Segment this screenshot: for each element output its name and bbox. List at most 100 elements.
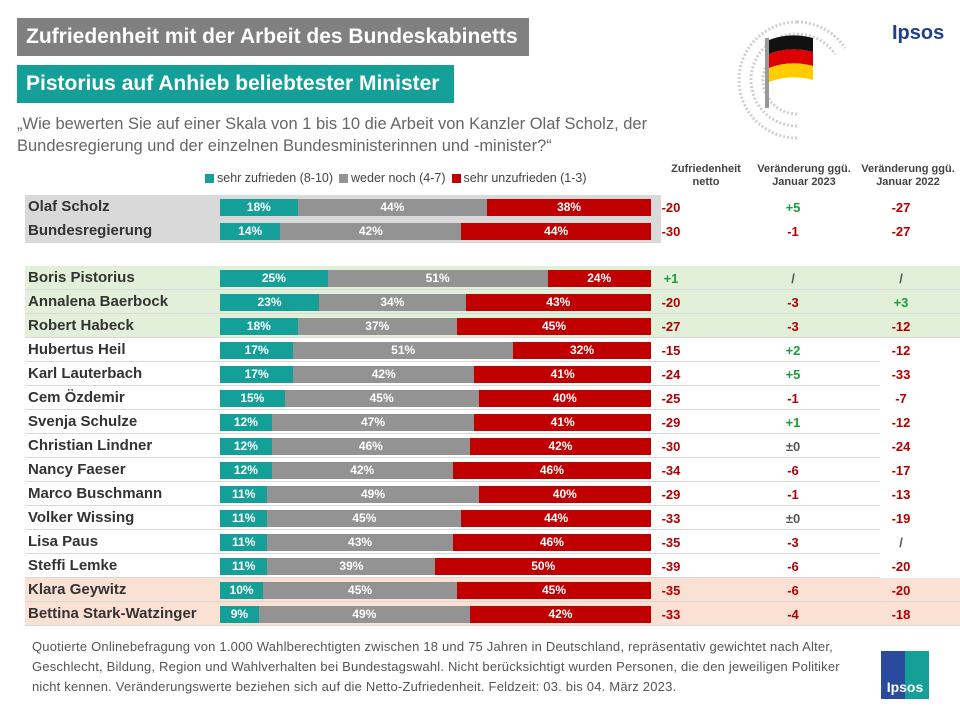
bar-segment-neutral: 45% xyxy=(267,510,462,527)
value-jan2023: / xyxy=(791,271,795,286)
table-row: Lisa Paus 11% 43% 46% -35 -3 / xyxy=(25,530,903,554)
value-jan2023: +1 xyxy=(785,415,801,430)
bar-segment-satisfied: 18% xyxy=(220,199,298,216)
table-row: Bettina Stark-Watzinger 9% 49% 42% -33 -4 -18 xyxy=(25,602,960,626)
row-label: Olaf Scholz xyxy=(28,198,110,215)
bar-segment-neutral: 39% xyxy=(267,558,436,575)
value-jan2023: -1 xyxy=(787,224,799,239)
row-label: Cem Özdemir xyxy=(28,389,125,406)
stacked-bar: 11% 39% 50% xyxy=(220,558,651,575)
row-label: Klara Geywitz xyxy=(28,581,127,598)
row-label: Bettina Stark-Watzinger xyxy=(28,605,197,622)
table-row: Bundesregierung 14% 42% 44% -30 -1 -27 xyxy=(25,219,910,243)
bar-segment-dissatisfied: 50% xyxy=(435,558,651,575)
value-netto: -35 xyxy=(661,583,681,598)
value-jan2023: +5 xyxy=(785,367,801,382)
value-jan2022: +3 xyxy=(893,295,909,310)
value-jan2022: / xyxy=(899,535,903,550)
value-netto: -15 xyxy=(661,343,681,358)
bar-segment-neutral: 49% xyxy=(267,486,479,503)
value-jan2023: -1 xyxy=(787,487,799,502)
row-label: Svenja Schulze xyxy=(28,413,138,430)
bar-segment-satisfied: 17% xyxy=(220,342,294,359)
value-jan2023: -6 xyxy=(787,583,799,598)
stacked-bar: 14% 42% 44% xyxy=(220,223,651,240)
row-label: Robert Habeck xyxy=(28,317,134,334)
value-jan2023: -4 xyxy=(787,607,799,622)
subtitle: Pistorius auf Anhieb beliebtester Minist… xyxy=(17,65,454,103)
bar-segment-dissatisfied: 40% xyxy=(478,390,651,407)
table-row: Robert Habeck 18% 37% 45% -27 -3 -12 xyxy=(25,314,960,338)
stacked-bar: 17% 42% 41% xyxy=(220,366,651,383)
bar-segment-satisfied: 11% xyxy=(220,510,268,527)
stacked-bar: 12% 47% 41% xyxy=(220,414,651,431)
value-netto: -24 xyxy=(661,367,681,382)
row-label: Christian Lindner xyxy=(28,437,153,454)
bar-segment-neutral: 44% xyxy=(297,199,488,216)
stacked-bar: 18% 37% 45% xyxy=(220,318,651,335)
bar-segment-satisfied: 11% xyxy=(220,558,268,575)
stacked-bar: 9% 49% 42% xyxy=(220,606,651,623)
bar-segment-dissatisfied: 41% xyxy=(474,414,651,431)
bar-segment-dissatisfied: 45% xyxy=(457,318,651,335)
bundestag-flag-icon xyxy=(737,20,847,140)
value-netto: -39 xyxy=(661,559,681,574)
table-row: Svenja Schulze 12% 47% 41% -29 +1 -12 xyxy=(25,410,910,434)
row-label: Lisa Paus xyxy=(28,533,99,550)
footnote: Quotierte Onlinebefragung von 1.000 Wahl… xyxy=(32,639,840,694)
bar-segment-neutral: 34% xyxy=(319,294,466,311)
stacked-bar: 12% 46% 42% xyxy=(220,438,651,455)
value-netto: -30 xyxy=(661,439,681,454)
table-row: Boris Pistorius 25% 51% 24% +1 / / xyxy=(25,266,960,290)
stacked-bar: 17% 51% 32% xyxy=(220,342,651,359)
bar-segment-satisfied: 14% xyxy=(220,223,281,240)
bar-segment-dissatisfied: 40% xyxy=(478,486,651,503)
value-jan2023: -1 xyxy=(787,391,799,406)
row-label: Bundesregierung xyxy=(28,222,153,239)
value-jan2023: -3 xyxy=(787,535,799,550)
bar-segment-satisfied: 25% xyxy=(220,270,328,287)
table-row: Steffi Lemke 11% 39% 50% -39 -6 -20 xyxy=(25,554,910,578)
value-jan2023: +5 xyxy=(785,200,801,215)
brand-name: Ipsos xyxy=(892,22,945,44)
value-jan2022: -12 xyxy=(891,415,911,430)
value-jan2023: -6 xyxy=(787,559,799,574)
value-jan2022: -12 xyxy=(891,319,911,334)
bar-segment-satisfied: 10% xyxy=(220,582,264,599)
value-jan2022: -17 xyxy=(891,463,911,478)
bar-segment-satisfied: 12% xyxy=(220,438,272,455)
bar-segment-dissatisfied: 24% xyxy=(547,270,651,287)
legend-item-neutral: weder noch (4-7) xyxy=(339,171,446,185)
value-jan2022: -27 xyxy=(891,200,911,215)
bar-segment-satisfied: 17% xyxy=(220,366,294,383)
table-row: Olaf Scholz 18% 44% 38% -20 +5 -27 xyxy=(25,195,910,219)
value-netto: -20 xyxy=(661,295,681,310)
value-netto: -33 xyxy=(661,511,681,526)
column-header-jan2023: Veränderung ggü. Januar 2023 xyxy=(757,163,851,188)
value-jan2022: -19 xyxy=(891,511,911,526)
value-netto: -20 xyxy=(661,200,681,215)
legend-item-dissatisfied: sehr unzufrieden (1-3) xyxy=(451,171,587,185)
stacked-bar: 11% 43% 46% xyxy=(220,534,651,551)
bar-segment-dissatisfied: 38% xyxy=(487,199,651,216)
stacked-bar: 18% 44% 38% xyxy=(220,199,651,216)
legend-item-satisfied: sehr zufrieden (8-10) xyxy=(205,171,333,185)
survey-question: „Wie bewerten Sie auf einer Skala von 1 … xyxy=(17,115,648,155)
row-label: Volker Wissing xyxy=(28,509,135,526)
bar-segment-satisfied: 23% xyxy=(220,294,320,311)
value-jan2023: -3 xyxy=(787,295,799,310)
table-row: Annalena Baerbock 23% 34% 43% -20 -3 +3 xyxy=(25,290,960,314)
value-jan2022: -24 xyxy=(891,439,911,454)
value-jan2022: -7 xyxy=(895,391,907,406)
bar-segment-neutral: 45% xyxy=(263,582,458,599)
row-label: Annalena Baerbock xyxy=(28,293,169,310)
bar-segment-neutral: 43% xyxy=(267,534,453,551)
bar-segment-satisfied: 11% xyxy=(220,486,268,503)
value-jan2023: -3 xyxy=(787,319,799,334)
bar-segment-dissatisfied: 46% xyxy=(452,534,651,551)
bar-segment-neutral: 46% xyxy=(271,438,470,455)
bar-segment-satisfied: 12% xyxy=(220,414,272,431)
stacked-bar: 25% 51% 24% xyxy=(220,270,651,287)
table-row: Klara Geywitz 10% 45% 45% -35 -6 -20 xyxy=(25,578,960,602)
bar-segment-dissatisfied: 45% xyxy=(457,582,651,599)
